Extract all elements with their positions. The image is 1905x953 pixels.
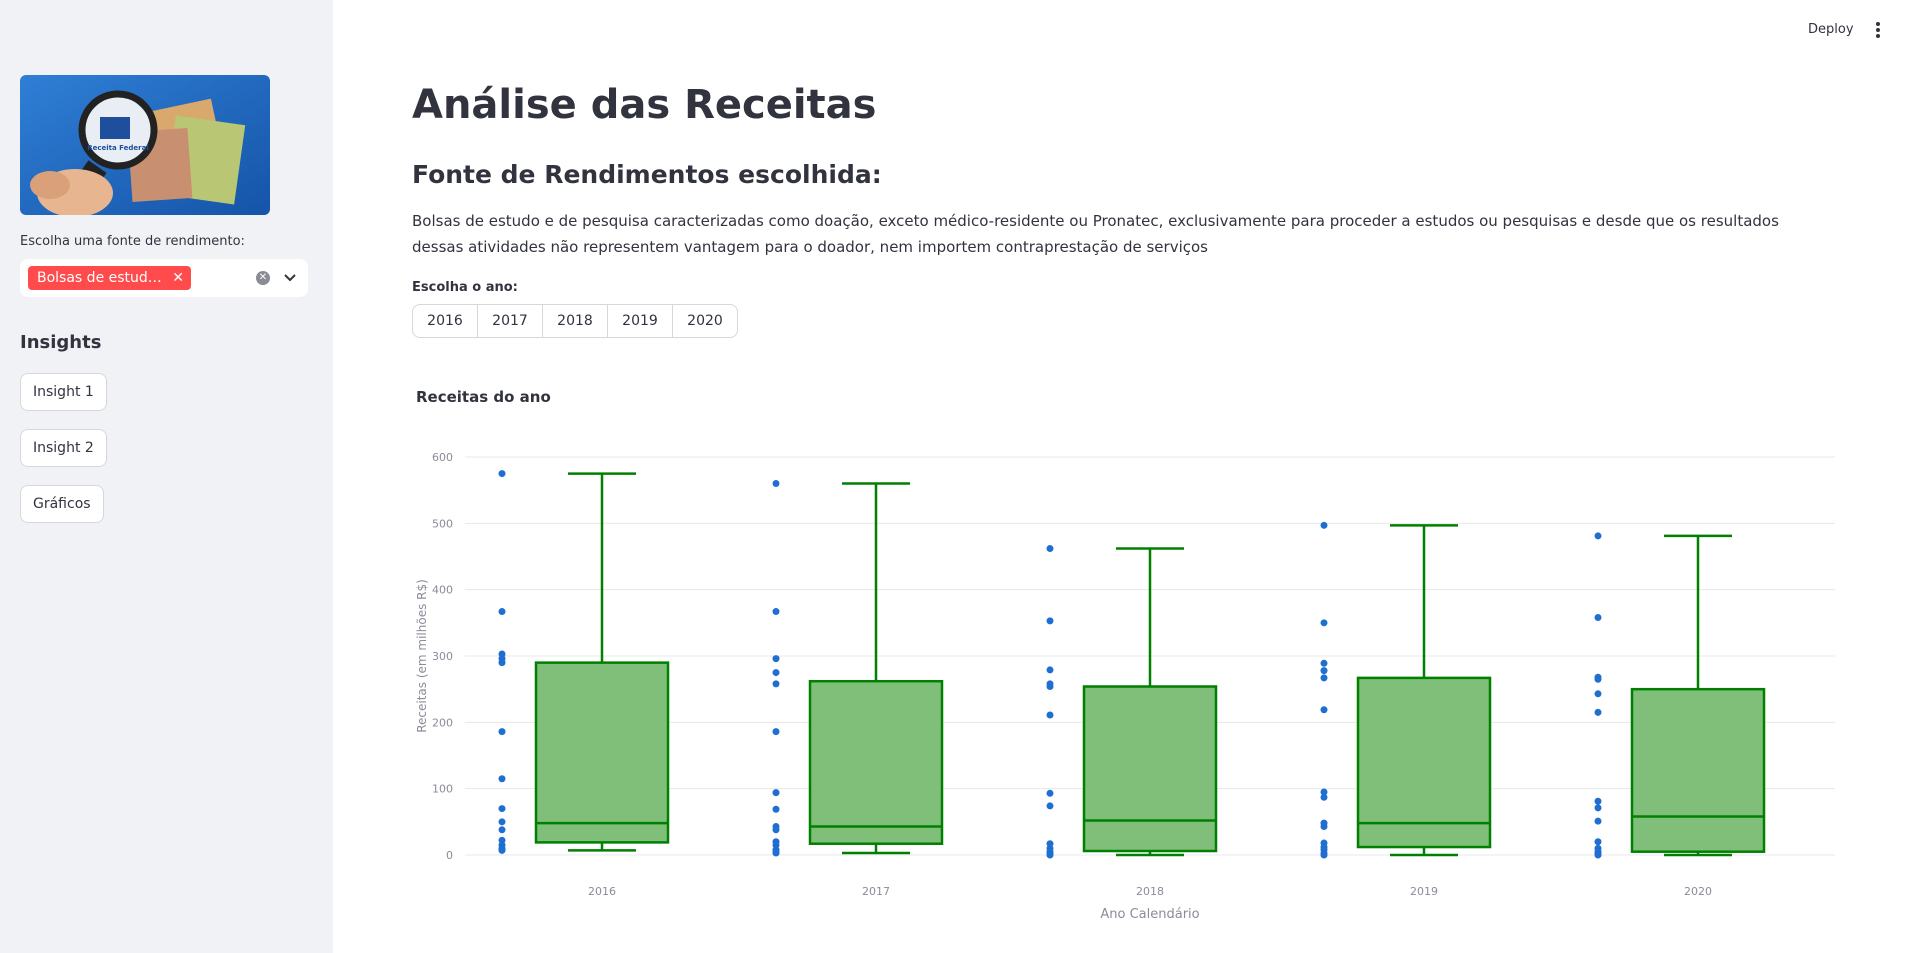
insight-2-button[interactable]: Insight 2 bbox=[20, 429, 107, 467]
remove-tag-icon[interactable]: ✕ bbox=[172, 270, 184, 286]
outlier-point bbox=[772, 680, 780, 688]
year-selector-label: Escolha o ano: bbox=[412, 280, 518, 295]
x-tick-label: 2016 bbox=[588, 885, 616, 898]
x-tick-label: 2018 bbox=[1136, 885, 1164, 898]
outlier-point bbox=[1320, 822, 1328, 830]
outlier-point bbox=[1046, 789, 1054, 797]
magnifier-image: Receita Federal bbox=[20, 75, 270, 215]
outlier-point bbox=[1320, 619, 1328, 627]
outlier-point bbox=[498, 846, 506, 854]
outlier-point bbox=[498, 728, 506, 736]
year-pill-2016[interactable]: 2016 bbox=[413, 305, 478, 337]
outlier-point bbox=[1046, 711, 1054, 719]
y-tick-label: 500 bbox=[432, 517, 453, 530]
outlier-point bbox=[772, 789, 780, 797]
income-source-label: Escolha uma fonte de rendimento: bbox=[20, 234, 245, 249]
outlier-point bbox=[498, 775, 506, 783]
outlier-point bbox=[772, 655, 780, 663]
outlier-point bbox=[1320, 851, 1328, 859]
insight-1-button[interactable]: Insight 1 bbox=[20, 373, 107, 411]
outlier-point bbox=[498, 470, 506, 478]
insights-heading: Insights bbox=[20, 332, 102, 353]
outlier-point bbox=[1320, 788, 1328, 796]
outlier-point bbox=[772, 805, 780, 813]
outlier-point bbox=[1594, 797, 1602, 805]
y-tick-label: 200 bbox=[432, 716, 453, 729]
outlier-point bbox=[498, 818, 506, 826]
outlier-point bbox=[498, 805, 506, 813]
outlier-point bbox=[1046, 666, 1054, 674]
year-selector: 2016 2017 2018 2019 2020 bbox=[412, 304, 738, 338]
page-title: Análise das Receitas bbox=[412, 82, 877, 128]
outlier-point bbox=[1046, 617, 1054, 625]
box-2016 bbox=[534, 661, 670, 844]
clear-all-icon[interactable]: ✕ bbox=[256, 271, 270, 285]
outlier-point bbox=[1594, 851, 1602, 859]
income-source-multiselect[interactable]: Bolsas de estud… ✕ ✕ bbox=[20, 259, 308, 297]
chevron-down-icon[interactable] bbox=[282, 269, 298, 285]
selected-income-tag-text: Bolsas de estud… bbox=[37, 270, 162, 286]
graficos-button[interactable]: Gráficos bbox=[20, 485, 104, 523]
y-tick-label: 600 bbox=[432, 451, 453, 464]
y-tick-label: 0 bbox=[446, 849, 453, 862]
outlier-point bbox=[1046, 851, 1054, 859]
outlier-point bbox=[772, 608, 780, 616]
y-tick-label: 400 bbox=[432, 584, 453, 597]
deploy-button[interactable]: Deploy bbox=[1808, 22, 1854, 37]
box-2017 bbox=[808, 679, 944, 845]
year-pill-2018[interactable]: 2018 bbox=[543, 305, 608, 337]
outlier-point bbox=[1046, 683, 1054, 691]
outlier-point bbox=[1046, 545, 1054, 553]
year-pill-2019[interactable]: 2019 bbox=[608, 305, 673, 337]
year-pill-2017[interactable]: 2017 bbox=[478, 305, 543, 337]
x-axis-label: Ano Calendário bbox=[1100, 907, 1199, 922]
outlier-point bbox=[772, 728, 780, 736]
x-tick-label: 2017 bbox=[862, 885, 890, 898]
receita-federal-image: Receita Federal bbox=[20, 75, 270, 215]
y-tick-label: 300 bbox=[432, 650, 453, 663]
outlier-point bbox=[1594, 690, 1602, 698]
outlier-point bbox=[772, 849, 780, 857]
outlier-point bbox=[1594, 817, 1602, 825]
outlier-point bbox=[1594, 804, 1602, 812]
box-2020 bbox=[1630, 687, 1766, 853]
box-plot-chart: 0 100 200 300 400 500 600 Receitas (em milhões … bbox=[415, 451, 1835, 922]
outlier-point bbox=[498, 608, 506, 616]
outlier-point bbox=[772, 480, 780, 488]
y-tick-label: 100 bbox=[432, 783, 453, 796]
outlier-point bbox=[498, 659, 506, 667]
outlier-point bbox=[1594, 614, 1602, 622]
box-2018 bbox=[1082, 685, 1218, 853]
outlier-point bbox=[1594, 838, 1602, 846]
outlier-point bbox=[1594, 532, 1602, 540]
outlier-point bbox=[1320, 793, 1328, 801]
box-2019 bbox=[1356, 676, 1492, 849]
outlier-point bbox=[1594, 675, 1602, 683]
x-tick-label: 2020 bbox=[1684, 885, 1712, 898]
kebab-menu-icon[interactable] bbox=[1876, 22, 1880, 40]
outlier-point bbox=[1046, 802, 1054, 810]
selected-income-tag[interactable]: Bolsas de estud… ✕ bbox=[28, 266, 191, 290]
outlier-point bbox=[772, 826, 780, 834]
sidebar: Receita Federal Escolha uma fonte de ren… bbox=[0, 0, 333, 953]
outlier-point bbox=[772, 669, 780, 677]
y-axis-label: Receitas (em milhões R$) bbox=[415, 579, 429, 733]
outlier-point bbox=[1320, 706, 1328, 714]
outlier-point bbox=[1594, 708, 1602, 716]
outlier-point bbox=[1320, 521, 1328, 529]
year-pill-2020[interactable]: 2020 bbox=[687, 313, 723, 329]
outlier-point bbox=[1320, 674, 1328, 682]
outlier-point bbox=[1320, 667, 1328, 675]
outlier-point bbox=[498, 826, 506, 834]
x-tick-label: 2019 bbox=[1410, 885, 1438, 898]
chart-title: Receitas do ano bbox=[416, 388, 551, 406]
income-source-subtitle: Fonte de Rendimentos escolhida: bbox=[412, 160, 882, 189]
outlier-point bbox=[1320, 659, 1328, 667]
income-source-description: Bolsas de estudo e de pesquisa caracteri… bbox=[412, 212, 1779, 256]
image-logo-text: Receita Federal bbox=[87, 144, 149, 152]
